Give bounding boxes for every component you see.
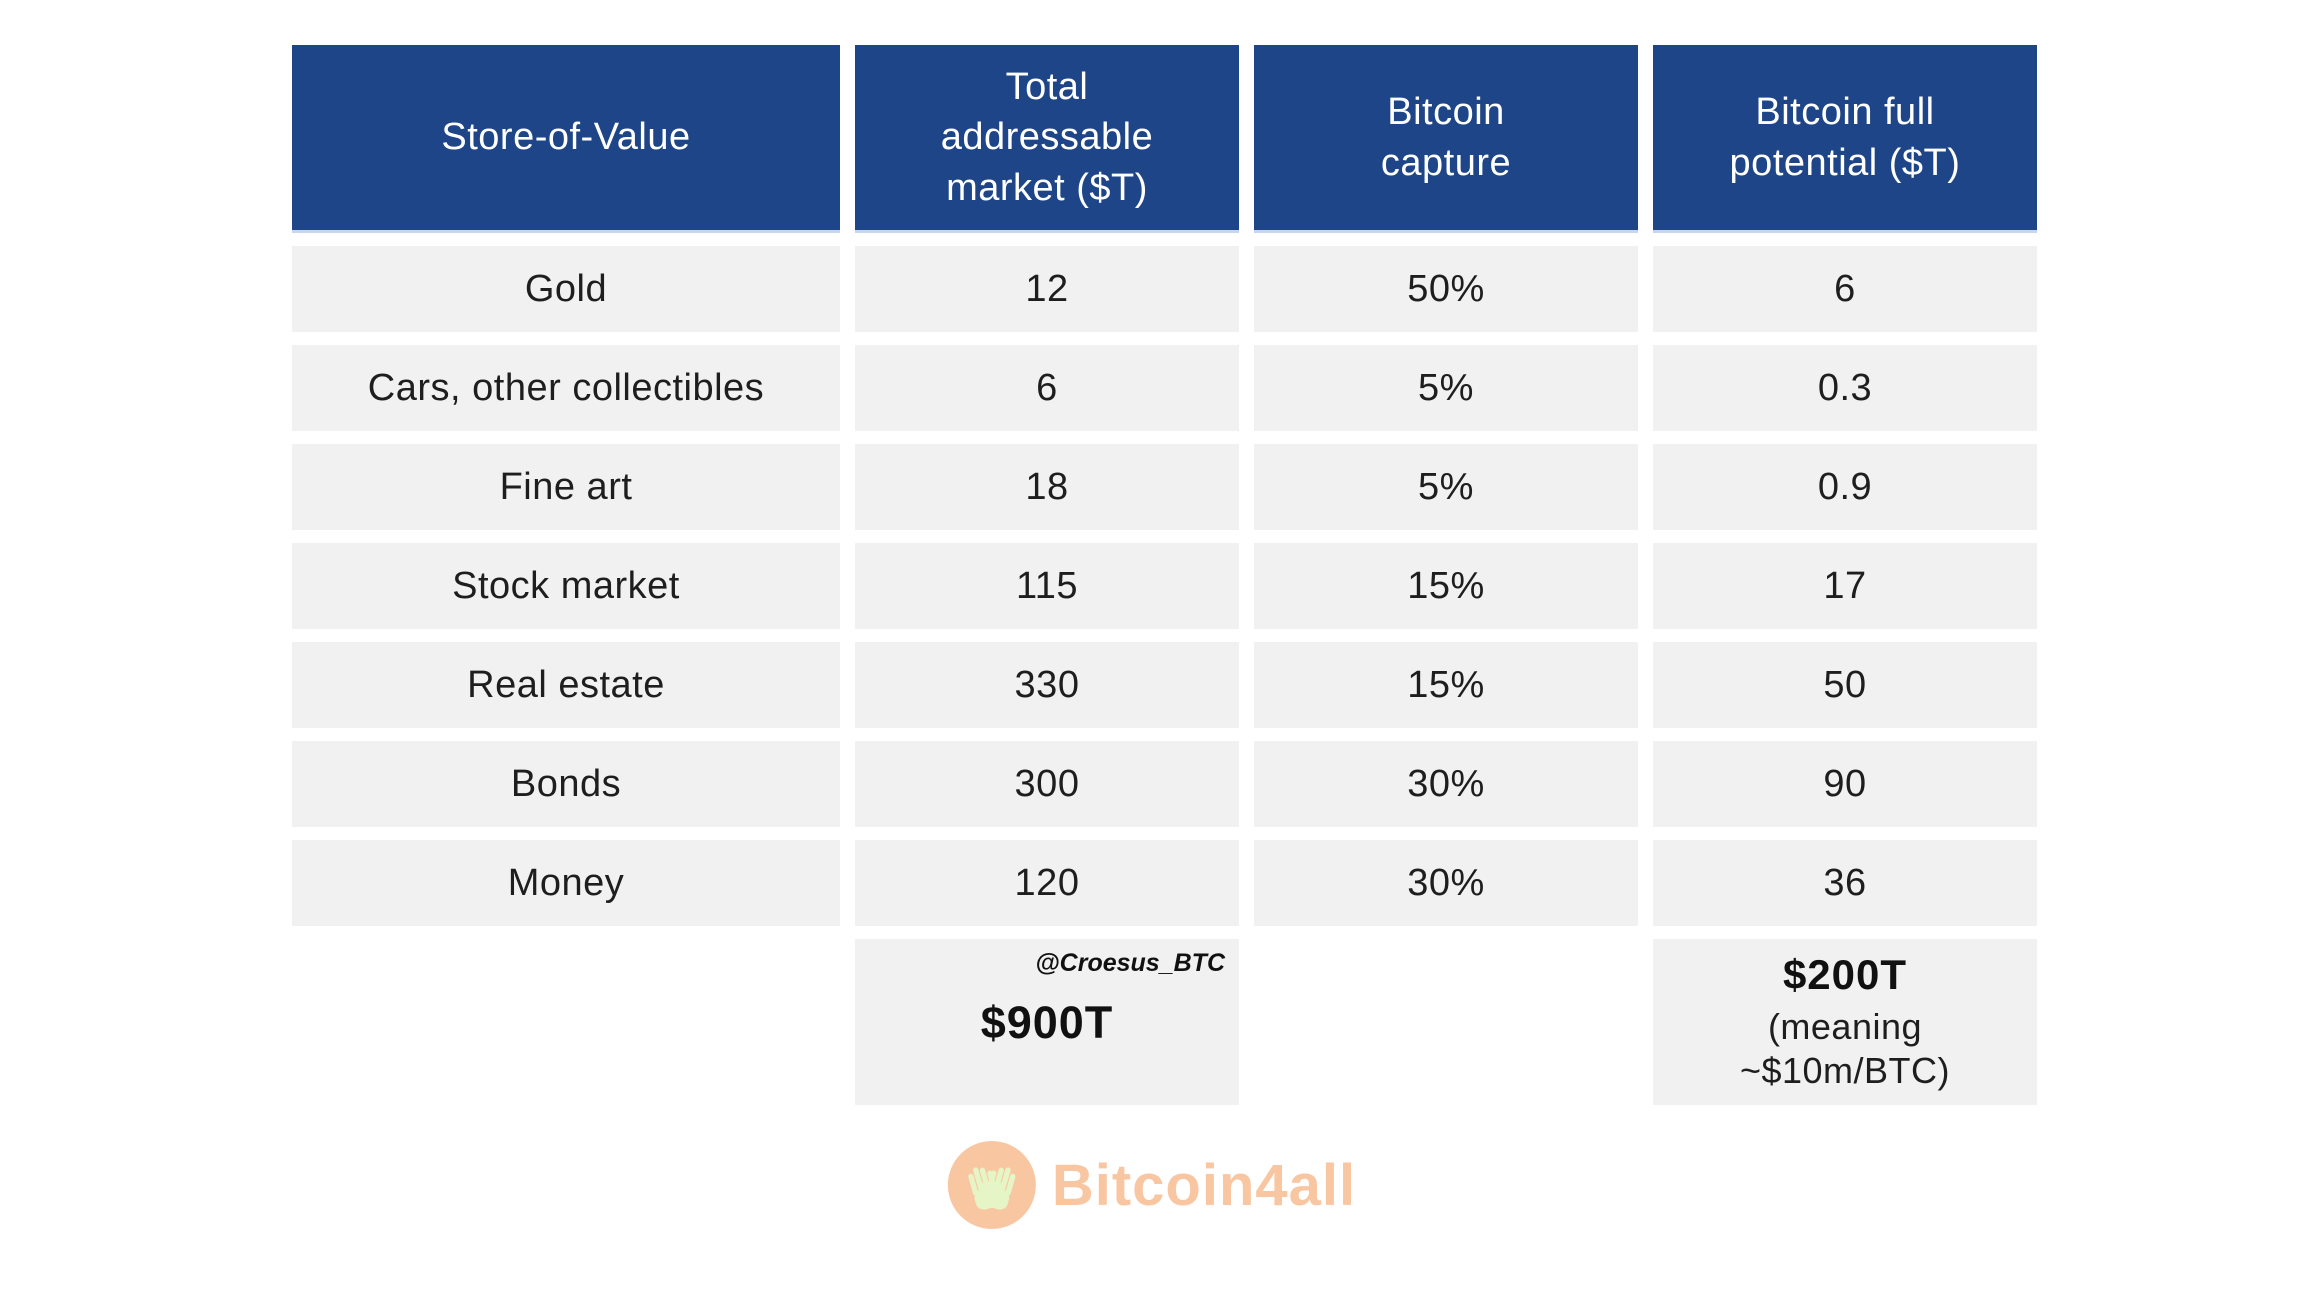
store-of-value-table: Store-of-Value Total addressable market …: [292, 45, 2037, 1105]
cell-cars-collectibles-capture: 5%: [1254, 345, 1638, 431]
footer-spacer-middle: [1254, 939, 1638, 1105]
hands-icon: [947, 1141, 1036, 1229]
footer-potential-total-cell: $200T (meaning ~$10m/BTC): [1653, 939, 2037, 1105]
potential-grand-total: $200T: [1782, 951, 1908, 999]
footer-tam-total-cell: @Croesus_BTC $900T: [855, 939, 1239, 1105]
cell-money-capture: 30%: [1254, 840, 1638, 926]
cell-real-estate-label: Real estate: [292, 642, 840, 728]
cell-real-estate-potential: 50: [1653, 642, 2037, 728]
cell-bonds-capture: 30%: [1254, 741, 1638, 827]
header-store-of-value: Store-of-Value: [292, 45, 840, 233]
header-bitcoin-capture: Bitcoin capture: [1254, 45, 1638, 233]
cell-cars-collectibles-potential: 0.3: [1653, 345, 2037, 431]
cell-gold-tam: 12: [855, 246, 1239, 332]
header-total-addressable-market: Total addressable market ($T): [855, 45, 1239, 233]
cell-bonds-tam: 300: [855, 741, 1239, 827]
cell-cars-collectibles-tam: 6: [855, 345, 1239, 431]
cell-stock-market-label: Stock market: [292, 543, 840, 629]
cell-money-potential: 36: [1653, 840, 2037, 926]
cell-fine-art-label: Fine art: [292, 444, 840, 530]
cell-bonds-label: Bonds: [292, 741, 840, 827]
cell-fine-art-potential: 0.9: [1653, 444, 2037, 530]
cell-real-estate-capture: 15%: [1254, 642, 1638, 728]
cell-cars-collectibles-label: Cars, other collectibles: [292, 345, 840, 431]
cell-money-label: Money: [292, 840, 840, 926]
cell-stock-market-tam: 115: [855, 543, 1239, 629]
cell-real-estate-tam: 330: [855, 642, 1239, 728]
cell-gold-potential: 6: [1653, 246, 2037, 332]
cell-fine-art-tam: 18: [855, 444, 1239, 530]
logo-text: Bitcoin4all: [1051, 1152, 1357, 1218]
bitcoin4all-logo: Bitcoin4all: [947, 1141, 1357, 1229]
header-bitcoin-full-potential: Bitcoin full potential ($T): [1653, 45, 2037, 233]
cell-fine-art-capture: 5%: [1254, 444, 1638, 530]
cell-stock-market-potential: 17: [1653, 543, 2037, 629]
cell-stock-market-capture: 15%: [1254, 543, 1638, 629]
cell-gold-label: Gold: [292, 246, 840, 332]
cell-gold-capture: 50%: [1254, 246, 1638, 332]
cell-bonds-potential: 90: [1653, 741, 2037, 827]
tam-grand-total: $900T: [980, 997, 1114, 1048]
footer-spacer-left: [292, 939, 840, 1105]
cell-money-tam: 120: [855, 840, 1239, 926]
potential-note: (meaning ~$10m/BTC): [1739, 1006, 1951, 1091]
credit-handle: @Croesus_BTC: [1035, 949, 1225, 977]
